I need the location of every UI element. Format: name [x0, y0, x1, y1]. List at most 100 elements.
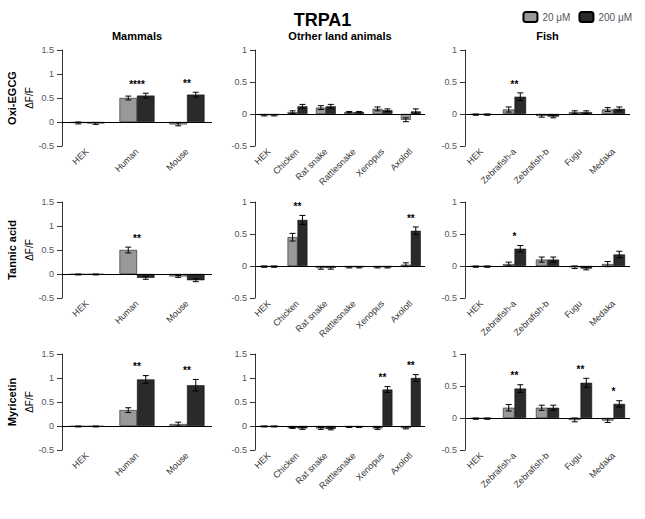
svg-text:HEK: HEK: [253, 146, 273, 166]
svg-text:Fish: Fish: [536, 30, 559, 42]
svg-text:**: **: [511, 79, 519, 90]
svg-text:**: **: [133, 233, 141, 244]
svg-text:Xenopus: Xenopus: [354, 450, 387, 483]
svg-text:0.5: 0.5: [444, 229, 457, 239]
svg-text:1: 1: [49, 373, 54, 383]
svg-text:**: **: [511, 370, 519, 381]
svg-text:HEK: HEK: [465, 450, 485, 470]
svg-text:HEK: HEK: [70, 298, 90, 318]
svg-text:**: **: [577, 364, 585, 375]
svg-text:-0.5: -0.5: [38, 293, 54, 303]
svg-text:Axolotl: Axolotl: [388, 450, 414, 476]
svg-text:**: **: [407, 360, 415, 371]
svg-text:Zebrafish-b: Zebrafish-b: [512, 450, 551, 489]
svg-text:Human: Human: [113, 298, 141, 326]
svg-text:1: 1: [242, 197, 247, 207]
svg-text:**: **: [407, 213, 415, 224]
svg-text:-0.5: -0.5: [231, 293, 247, 303]
svg-text:0: 0: [452, 261, 457, 271]
svg-text:1.5: 1.5: [41, 197, 54, 207]
svg-text:****: ****: [129, 79, 145, 90]
svg-text:Human: Human: [113, 450, 141, 478]
svg-text:Zebrafish-b: Zebrafish-b: [512, 146, 551, 185]
svg-text:0: 0: [242, 261, 247, 271]
svg-text:0.5: 0.5: [234, 397, 247, 407]
svg-text:1: 1: [49, 221, 54, 231]
svg-text:1: 1: [242, 373, 247, 383]
svg-text:0.5: 0.5: [41, 245, 54, 255]
svg-text:HEK: HEK: [465, 298, 485, 318]
svg-text:*: *: [513, 231, 517, 242]
svg-text:ΔF/F: ΔF/F: [24, 391, 35, 413]
svg-text:Fugu: Fugu: [562, 146, 584, 168]
svg-text:Human: Human: [113, 146, 141, 174]
svg-text:Otrher land animals: Otrher land animals: [288, 30, 391, 42]
svg-text:Xenopus: Xenopus: [354, 146, 387, 179]
svg-text:**: **: [183, 365, 191, 376]
svg-text:Mouse: Mouse: [164, 450, 190, 476]
svg-text:-0.5: -0.5: [38, 445, 54, 455]
svg-text:Rattlesnake: Rattlesnake: [317, 146, 358, 187]
svg-text:1.5: 1.5: [234, 349, 247, 359]
svg-text:ΔF/F: ΔF/F: [24, 87, 35, 109]
svg-text:0: 0: [49, 421, 54, 431]
svg-text:0: 0: [49, 269, 54, 279]
svg-text:0.5: 0.5: [41, 397, 54, 407]
svg-text:1: 1: [49, 69, 54, 79]
svg-text:0.5: 0.5: [444, 381, 457, 391]
svg-text:ΔF/F: ΔF/F: [24, 239, 35, 261]
svg-text:0: 0: [242, 421, 247, 431]
svg-text:-0.5: -0.5: [441, 141, 457, 151]
svg-text:HEK: HEK: [253, 298, 273, 318]
svg-text:1: 1: [452, 349, 457, 359]
svg-text:Rattlesnake: Rattlesnake: [317, 298, 358, 339]
svg-text:1.5: 1.5: [41, 45, 54, 55]
svg-text:Fugu: Fugu: [562, 298, 584, 320]
svg-text:1.5: 1.5: [41, 349, 54, 359]
svg-text:**: **: [133, 361, 141, 372]
svg-text:Xenopus: Xenopus: [354, 298, 387, 331]
svg-text:HEK: HEK: [70, 146, 90, 166]
svg-text:Medaka: Medaka: [587, 450, 617, 480]
svg-text:Axolotl: Axolotl: [388, 298, 414, 324]
svg-text:1: 1: [452, 197, 457, 207]
svg-text:0.5: 0.5: [234, 229, 247, 239]
svg-text:Mouse: Mouse: [164, 146, 190, 172]
svg-text:Medaka: Medaka: [587, 146, 617, 176]
svg-text:-0.5: -0.5: [441, 445, 457, 455]
svg-text:Oxi-EGCG: Oxi-EGCG: [6, 71, 18, 125]
svg-text:0: 0: [452, 413, 457, 423]
svg-text:-0.5: -0.5: [38, 141, 54, 151]
svg-text:20 μM: 20 μM: [542, 12, 570, 23]
svg-text:HEK: HEK: [465, 146, 485, 166]
svg-text:200 μM: 200 μM: [598, 12, 632, 23]
svg-text:Fugu: Fugu: [562, 450, 584, 472]
svg-text:Zebrafish-b: Zebrafish-b: [512, 298, 551, 337]
svg-text:1: 1: [242, 45, 247, 55]
svg-text:Zebrafish-a: Zebrafish-a: [478, 146, 518, 186]
svg-text:Rattlesnake: Rattlesnake: [317, 450, 358, 491]
svg-text:-0.5: -0.5: [231, 445, 247, 455]
svg-text:**: **: [294, 201, 302, 212]
svg-text:Mouse: Mouse: [164, 298, 190, 324]
svg-text:HEK: HEK: [70, 450, 90, 470]
svg-text:Medaka: Medaka: [587, 298, 617, 328]
svg-text:0: 0: [49, 117, 54, 127]
svg-text:**: **: [183, 78, 191, 89]
svg-text:**: **: [379, 372, 387, 383]
svg-text:HEK: HEK: [253, 450, 273, 470]
svg-text:Myricetin: Myricetin: [6, 378, 18, 427]
svg-text:-0.5: -0.5: [441, 293, 457, 303]
svg-text:Tannic acid: Tannic acid: [6, 220, 18, 280]
svg-text:0.5: 0.5: [41, 93, 54, 103]
svg-text:0.5: 0.5: [234, 77, 247, 87]
svg-text:*: *: [612, 386, 616, 397]
svg-text:TRPA1: TRPA1: [294, 10, 352, 30]
svg-text:Mammals: Mammals: [112, 30, 162, 42]
svg-text:Axolotl: Axolotl: [388, 146, 414, 172]
svg-text:0.5: 0.5: [444, 77, 457, 87]
svg-text:0: 0: [452, 109, 457, 119]
svg-text:0: 0: [242, 109, 247, 119]
svg-text:1: 1: [452, 45, 457, 55]
svg-text:-0.5: -0.5: [231, 141, 247, 151]
